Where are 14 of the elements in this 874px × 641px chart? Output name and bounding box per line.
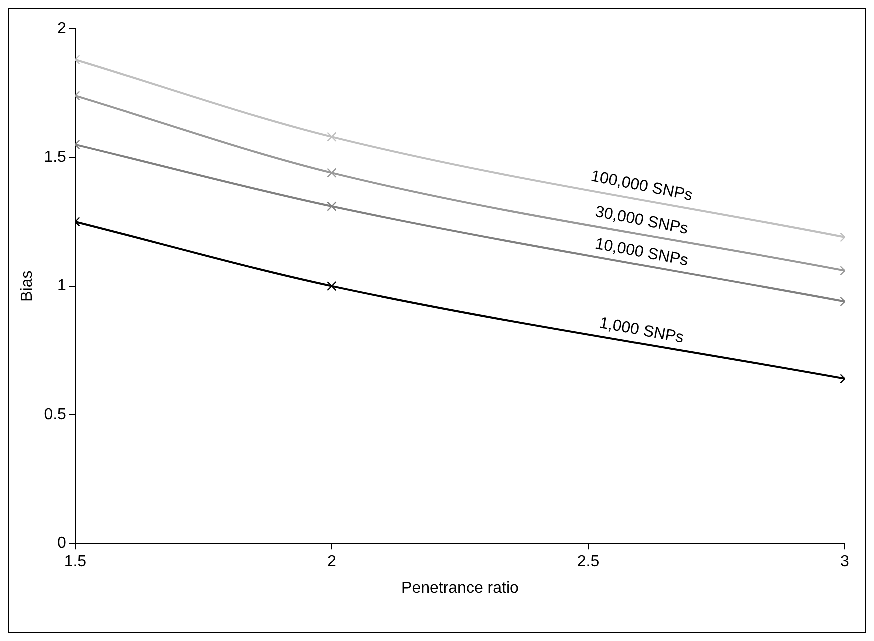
y-tick-label: 0 [58,535,67,552]
x-tick-label: 3 [840,554,850,571]
y-axis-title: Bias [19,270,36,302]
y-tick-label: 0.5 [44,406,67,424]
text: 1,000 SNPs [598,315,686,347]
y-tick-label: 1 [58,278,67,295]
text: 10,000 SNPs [594,236,690,270]
x-axis-title: Penetrance ratio [402,580,520,597]
text: 30,000 SNPs [594,204,690,238]
x-tick-label: 2 [328,554,337,571]
text: 100,000 SNPs [590,168,694,205]
y-tick-label: 1.5 [44,149,67,166]
x-tick-label: 2.5 [577,554,600,571]
y-tick-label: 2 [58,20,67,38]
